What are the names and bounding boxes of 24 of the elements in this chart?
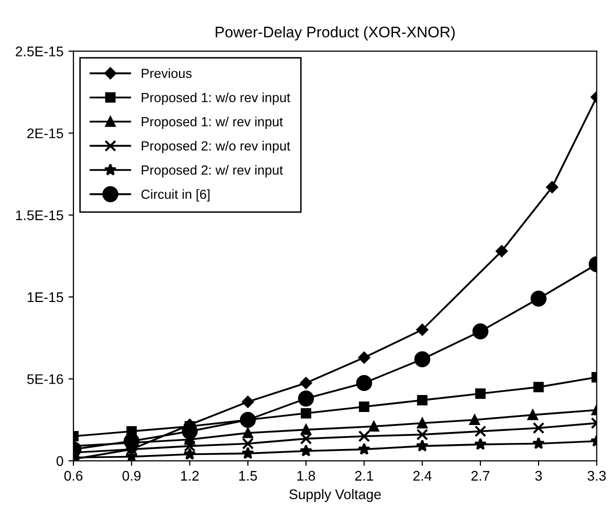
x-tick-label: 3 [535, 470, 542, 481]
y-tick-label: 5E-16 [27, 374, 64, 384]
x-tick-label: 2.7 [471, 470, 490, 481]
x-tick-label: 0.9 [122, 470, 141, 481]
legend-label: Proposed 2: w/ rev input [142, 165, 283, 178]
legend-label: Proposed 1: w/o rev input [142, 92, 290, 105]
x-tick-label: 0.6 [64, 470, 82, 481]
legend-label: Proposed 1: w/ rev input [142, 116, 283, 129]
x-tick-label: 1.2 [181, 470, 199, 481]
x-tick-label: 1.8 [297, 470, 316, 481]
x-tick-label: 1.5 [239, 471, 257, 481]
x-tick-label: 3.3 [588, 470, 606, 481]
x-tick-label: 2.1 [355, 470, 374, 481]
legend-label: Previous [142, 68, 192, 78]
y-tick-label: 0 [56, 456, 64, 466]
chart-title: Power-Delay Product (XOR-XNOR) [216, 26, 455, 40]
y-tick-label: 1E-15 [28, 292, 64, 302]
x-tick-label: 2.4 [413, 470, 432, 481]
y-tick-label: 1.5E-15 [16, 210, 64, 220]
y-tick-label: 2E-15 [27, 128, 64, 138]
legend-label: Proposed 2: w/o rev input [142, 140, 290, 154]
legend-label: Circuit in [6] [141, 189, 210, 202]
x-axis-title: Supply Voltage [289, 489, 381, 502]
y-tick-label: 2.5E-15 [16, 46, 64, 56]
